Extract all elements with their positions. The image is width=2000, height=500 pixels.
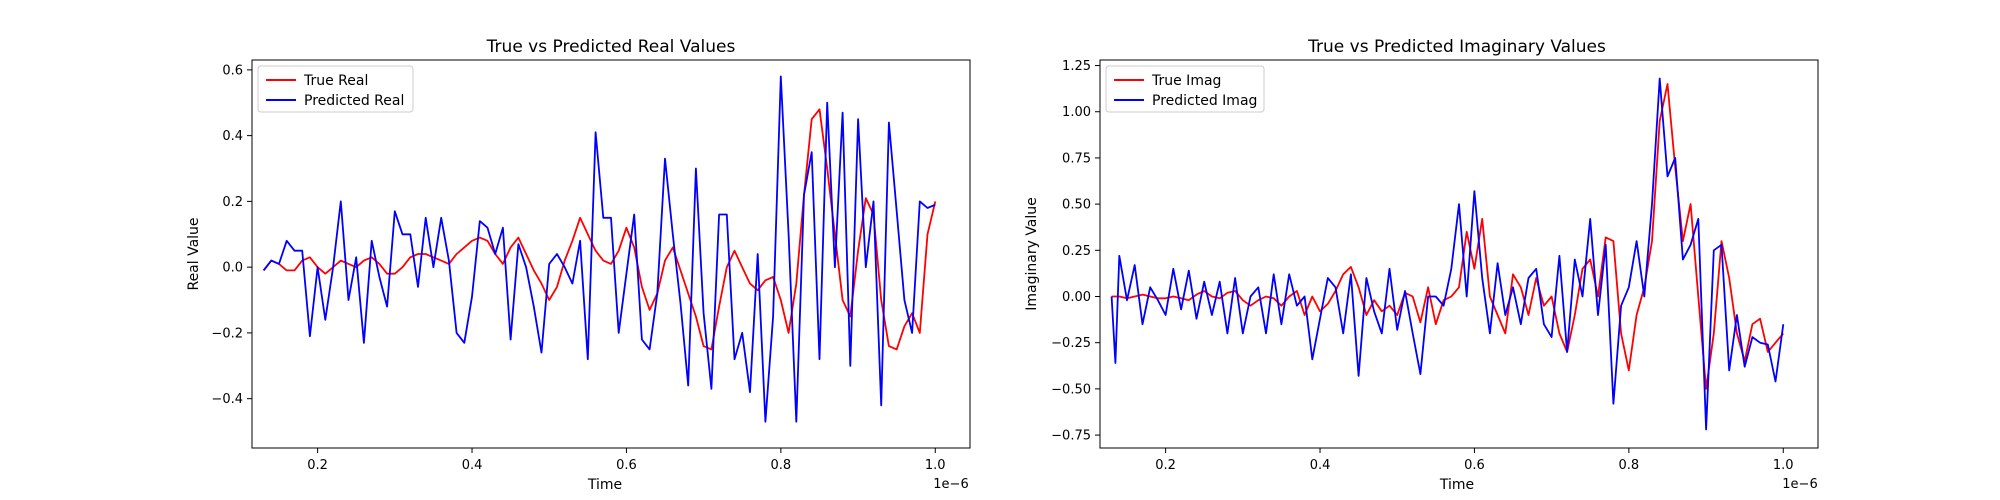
legend: True Real Predicted Real [257, 65, 414, 113]
y-tick-label: −0.25 [1051, 336, 1091, 351]
legend-label-true-imag: True Imag [1151, 73, 1221, 89]
y-tick-label: 0.00 [1062, 290, 1091, 305]
series-line-predicted-imag [1110, 77, 1785, 431]
x-tick-label: 0.2 [307, 458, 328, 473]
chart-title: True vs Predicted Imaginary Values [1307, 37, 1606, 57]
x-ticks: 0.2 0.4 0.6 0.8 1.0 [307, 448, 946, 473]
chart-real: True vs Predicted Real Values 0.2 0.4 0.6 0… [186, 37, 971, 493]
x-tick-label: 0.8 [771, 458, 792, 473]
x-tick-label: 0.6 [616, 458, 637, 473]
x-tick-label: 1.0 [925, 458, 946, 473]
y-tick-label: 0.50 [1062, 198, 1091, 213]
legend: True Imag Predicted Imag [1105, 65, 1265, 113]
x-ticks: 0.2 0.4 0.6 0.8 1.0 [1155, 448, 1794, 473]
y-ticks: −0.75 −0.50 −0.25 0.00 0.25 0.50 0.75 1.00 1.25 [1051, 59, 1100, 444]
y-tick-label: 0.4 [222, 129, 243, 144]
y-tick-label: −0.50 [1051, 382, 1091, 397]
plot-frame [1099, 59, 1819, 449]
x-axis-label: Time [587, 477, 622, 493]
y-tick-label: 0.6 [222, 63, 243, 78]
x-offset-label: 1e−6 [933, 477, 968, 492]
x-offset-label: 1e−6 [1782, 477, 1817, 492]
y-axis-label: Real Value [186, 217, 202, 290]
legend-box [1105, 65, 1265, 113]
legend-label-predicted-real: Predicted Real [304, 93, 404, 109]
series-line-true-real [262, 108, 937, 351]
chart-imag: True vs Predicted Imaginary Values 0.2 0.… [1024, 37, 1819, 493]
x-tick-label: 0.4 [1310, 458, 1331, 473]
series-lines [262, 75, 937, 423]
y-tick-label: −0.2 [211, 326, 243, 341]
x-tick-label: 0.8 [1619, 458, 1640, 473]
y-tick-label: 0.75 [1062, 151, 1091, 166]
y-ticks: −0.4 −0.2 0.0 0.2 0.4 0.6 [211, 63, 252, 407]
y-tick-label: 0.25 [1062, 244, 1091, 259]
y-tick-label: −0.75 [1051, 429, 1091, 444]
series-lines [1110, 77, 1785, 431]
x-tick-label: 0.2 [1155, 458, 1176, 473]
y-axis-label: Imaginary Value [1024, 197, 1040, 311]
y-tick-label: 1.25 [1062, 59, 1091, 74]
series-line-predicted-real [262, 75, 936, 423]
x-axis-label: Time [1439, 477, 1474, 493]
y-tick-label: 0.2 [222, 195, 243, 210]
y-tick-label: 0.0 [222, 261, 243, 276]
chart-title: True vs Predicted Real Values [486, 37, 736, 57]
x-tick-label: 1.0 [1773, 458, 1794, 473]
legend-box [257, 65, 414, 113]
series-line-true-imag [1111, 83, 1784, 390]
plot-frame [251, 59, 971, 449]
legend-label-predicted-imag: Predicted Imag [1152, 93, 1257, 109]
y-tick-label: 1.00 [1062, 105, 1091, 120]
y-tick-label: −0.4 [211, 392, 243, 407]
x-tick-label: 0.4 [462, 458, 483, 473]
legend-label-true-real: True Real [303, 73, 368, 89]
x-tick-label: 0.6 [1464, 458, 1485, 473]
